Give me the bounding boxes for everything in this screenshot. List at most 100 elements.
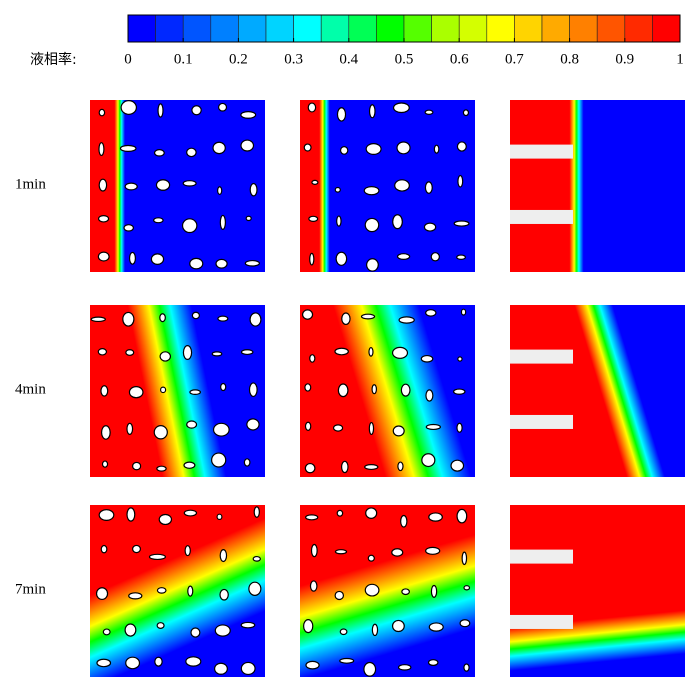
- particle: [186, 147, 197, 158]
- field: [90, 100, 265, 272]
- colorbar-tick-label: 0.3: [284, 51, 303, 67]
- particle: [124, 182, 138, 191]
- colorbar-segment: [376, 14, 405, 43]
- particle: [339, 657, 355, 664]
- baffle: [510, 614, 573, 629]
- particle: [98, 178, 108, 192]
- particle: [391, 548, 404, 557]
- particle: [371, 623, 379, 637]
- colorbar-segment: [348, 14, 377, 43]
- particle: [128, 251, 136, 265]
- particle: [423, 222, 437, 232]
- row-label: 7min: [15, 581, 46, 597]
- particle: [334, 590, 345, 601]
- panel: [510, 305, 685, 477]
- particle: [244, 259, 261, 267]
- particle: [364, 217, 380, 233]
- baffle: [510, 209, 573, 224]
- particle: [214, 624, 231, 637]
- particle: [332, 424, 344, 432]
- particle: [97, 214, 110, 223]
- particle: [425, 309, 437, 317]
- particle: [186, 420, 198, 429]
- particle: [100, 425, 111, 440]
- particle: [217, 186, 223, 195]
- particle: [245, 215, 252, 222]
- particle: [304, 421, 312, 431]
- particle: [98, 509, 115, 521]
- particle: [459, 619, 471, 628]
- particle: [421, 453, 436, 468]
- colorbar-segment: [238, 14, 267, 43]
- panel: [90, 100, 265, 272]
- particle: [182, 180, 197, 187]
- field: [300, 100, 475, 272]
- particle: [456, 141, 467, 152]
- colorbar-segment: [458, 14, 488, 43]
- colorbar-segment: [486, 14, 515, 43]
- particle: [216, 513, 223, 521]
- colorbar-segment: [182, 14, 212, 43]
- particle: [184, 545, 191, 557]
- particle: [156, 465, 167, 472]
- colorbar-tick-label: 0.1: [174, 51, 193, 67]
- particle: [185, 656, 202, 667]
- particle: [153, 425, 168, 440]
- particle: [398, 316, 415, 324]
- particle: [128, 386, 144, 399]
- particle: [367, 554, 375, 562]
- particle: [100, 544, 108, 554]
- field: [510, 305, 685, 477]
- colorbar-segment: [293, 14, 322, 43]
- particle: [243, 458, 251, 467]
- particle: [427, 659, 439, 667]
- particle: [340, 460, 349, 474]
- particle: [96, 658, 112, 668]
- particle: [341, 312, 351, 326]
- colorbar-tick-label: 0.7: [505, 51, 524, 67]
- particle: [123, 224, 134, 232]
- particle: [101, 460, 109, 468]
- particle: [125, 349, 135, 356]
- particle: [453, 220, 470, 227]
- particle: [396, 141, 411, 155]
- particle: [400, 514, 408, 528]
- colorbar-tick-label: 1: [676, 51, 684, 67]
- particle: [365, 142, 382, 155]
- particle: [463, 585, 471, 591]
- particle: [249, 182, 258, 197]
- colorbar-tick-label: 0: [124, 51, 132, 67]
- panel: [90, 505, 265, 677]
- particle: [97, 251, 110, 262]
- particle: [428, 622, 444, 632]
- particle: [368, 104, 376, 119]
- particle: [240, 661, 256, 676]
- particle: [182, 345, 193, 361]
- particle: [365, 507, 378, 519]
- colorbar-tick-label: 0.2: [229, 51, 248, 67]
- particle: [391, 346, 409, 359]
- colorbar-segment: [569, 14, 598, 43]
- particle: [391, 619, 405, 633]
- panel: [90, 305, 265, 477]
- field: [300, 505, 475, 677]
- baffle: [510, 349, 573, 364]
- particle: [311, 179, 319, 185]
- particle: [189, 389, 201, 396]
- particle: [126, 507, 136, 522]
- particle: [303, 619, 314, 634]
- colorbar-tick-label: 0.8: [560, 51, 579, 67]
- particle: [397, 461, 404, 472]
- particle: [90, 316, 106, 323]
- panel: [510, 505, 685, 677]
- particle: [453, 388, 466, 395]
- particle: [371, 384, 378, 395]
- particle: [457, 174, 464, 188]
- particle: [424, 109, 434, 115]
- particle: [363, 185, 380, 196]
- particle: [159, 351, 172, 362]
- particle: [336, 107, 347, 122]
- particle: [425, 389, 434, 402]
- baffle: [510, 414, 573, 429]
- particle: [220, 382, 227, 392]
